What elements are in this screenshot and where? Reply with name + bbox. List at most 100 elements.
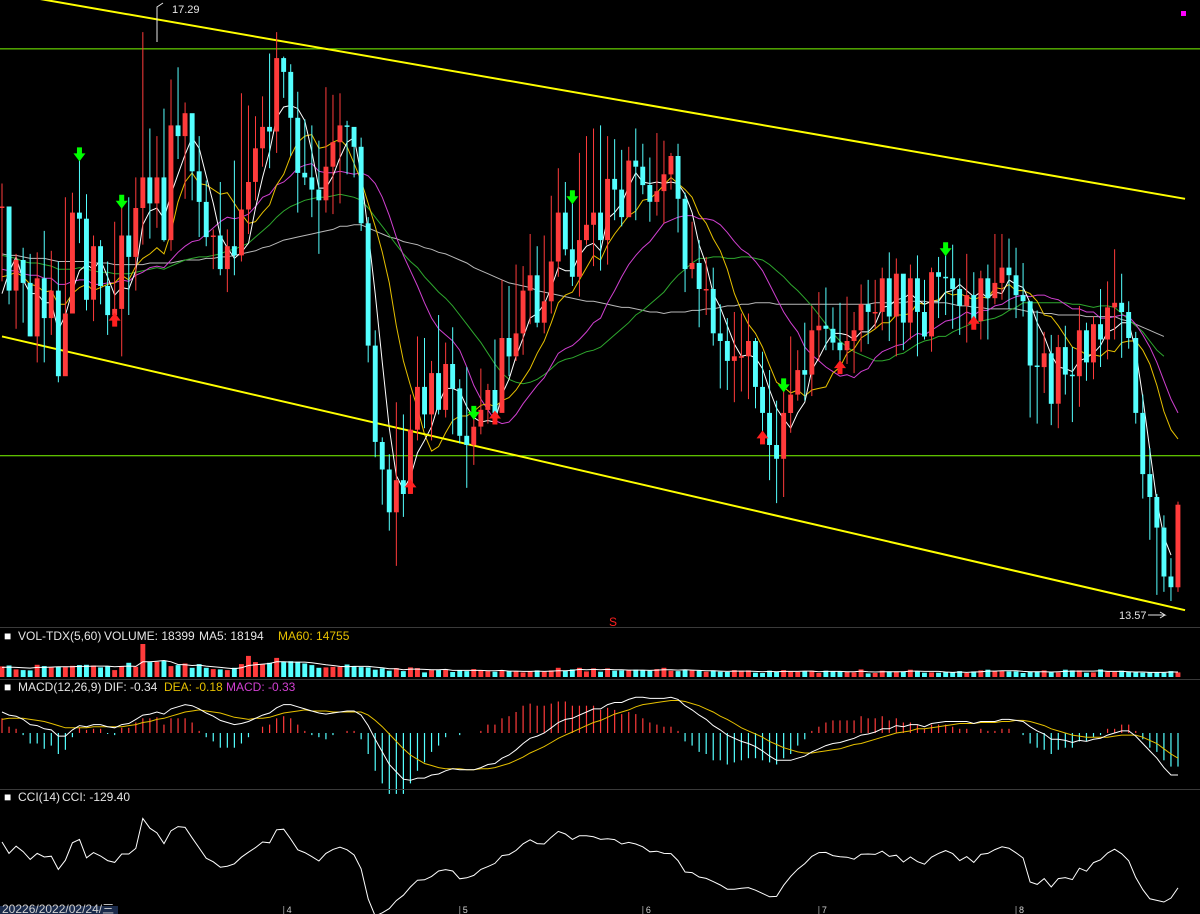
candle-body (0, 206, 5, 208)
date-label-background (0, 906, 118, 914)
volume-bar (408, 667, 413, 677)
candle (337, 93, 343, 204)
candle (640, 143, 646, 195)
macd-panel[interactable]: ■ MACD(12,26,9) DIF: -0.34 DEA: -0.18 MA… (1, 680, 1179, 794)
low-price-label: 13.57 (1119, 610, 1147, 622)
volume-bar (0, 666, 5, 677)
candle-body (943, 276, 949, 279)
volume-bar (626, 670, 632, 677)
candle-body (562, 212, 568, 250)
candle (717, 304, 723, 389)
candle-body (1126, 312, 1132, 338)
candle-body (450, 364, 456, 389)
vol-title: VOL-TDX(5,60) (18, 629, 101, 643)
candle (168, 79, 174, 251)
volume-bar (612, 670, 618, 677)
candle (1098, 289, 1103, 368)
candle-body (922, 312, 927, 337)
volume-bar (365, 667, 371, 677)
volume-bar (548, 670, 554, 677)
volume-bar (457, 670, 463, 677)
candle (27, 253, 33, 337)
candle (224, 229, 230, 293)
volume-bar (154, 661, 160, 677)
volume-bar (309, 665, 315, 677)
cci-panel[interactable]: ■ CCI(14) CCI: -129.40 (1, 790, 1179, 914)
candle-body (774, 445, 779, 459)
candle (802, 322, 808, 401)
volume-bar (598, 671, 603, 677)
volume-bar (682, 669, 688, 677)
candle-body (379, 442, 385, 470)
volume-bar (1119, 670, 1125, 677)
macd-title-indicator: ■ (4, 680, 11, 694)
candle-body (823, 325, 829, 329)
candle (598, 125, 603, 271)
volume-bar (809, 670, 815, 677)
candle-body (499, 338, 505, 413)
candle (492, 339, 498, 421)
candle-body (760, 386, 765, 413)
volume-bar (696, 670, 702, 677)
buy-signal-arrow (833, 360, 846, 375)
volume-bar (274, 657, 280, 677)
candle-body (738, 356, 744, 358)
volume-bar (781, 670, 787, 677)
volume-bar (900, 671, 906, 677)
candle-body (781, 412, 787, 459)
candle (112, 221, 118, 323)
candle (126, 197, 132, 316)
price-panel[interactable]: 17.29 13.57 S (0, 0, 1200, 629)
candle-body (77, 212, 82, 219)
candle (682, 192, 688, 293)
candle (922, 279, 927, 340)
candle (893, 258, 899, 357)
candle (274, 32, 280, 153)
candle-body (1048, 353, 1054, 404)
candle-body (534, 275, 540, 323)
volume-bar (520, 672, 526, 677)
volume-bar (830, 671, 836, 677)
candle (520, 266, 526, 355)
vol-ma60-label: MA60: 14755 (278, 629, 350, 643)
volume-panel[interactable]: ■ VOL-TDX(5,60) VOLUME: 18399 MA5: 18194… (0, 629, 1181, 677)
candle (605, 136, 610, 265)
volume-bar (189, 667, 195, 677)
volume-bar (55, 666, 61, 677)
volume-bar (774, 671, 779, 677)
volume-bar (1161, 672, 1167, 677)
volume-bar (513, 671, 519, 677)
candle (281, 56, 287, 98)
candle (731, 311, 737, 403)
candle-body (731, 356, 737, 361)
candle-body (62, 313, 68, 377)
volume-bar (943, 672, 949, 677)
candle-body (1084, 330, 1089, 363)
candle (555, 168, 561, 277)
candle (760, 351, 765, 441)
candle (900, 273, 906, 351)
volume-bar (203, 667, 209, 677)
month-tick-label: 4 (287, 905, 292, 914)
volume-bar (267, 662, 272, 677)
candle-body (591, 212, 596, 225)
candle (1105, 281, 1110, 360)
volume-bar (210, 669, 216, 677)
candle (929, 267, 934, 352)
candle (844, 296, 850, 364)
candle-body (344, 125, 350, 127)
candle-body (436, 373, 441, 410)
candle (253, 116, 258, 201)
candle-body (830, 328, 836, 343)
candle-body (809, 330, 815, 375)
volume-bar (985, 669, 991, 677)
candle (1027, 301, 1033, 418)
volume-bar (858, 669, 864, 677)
candle (105, 261, 111, 335)
candle-body (281, 58, 287, 72)
volume-bar (175, 665, 181, 677)
candle (365, 217, 371, 363)
volume-bar (872, 673, 878, 677)
volume-bar (1175, 672, 1181, 677)
